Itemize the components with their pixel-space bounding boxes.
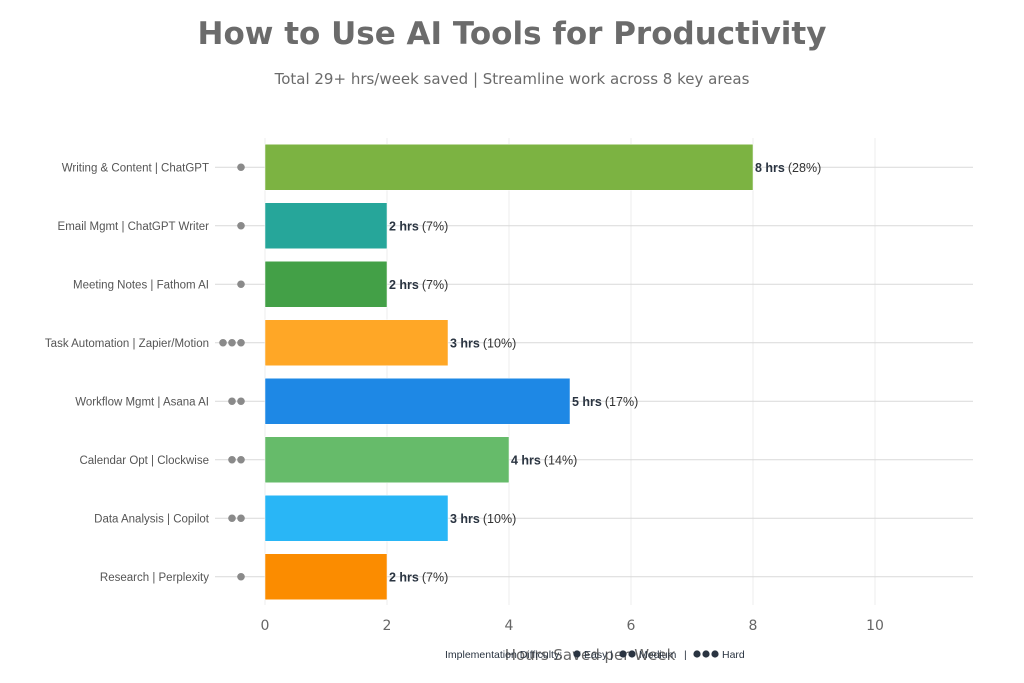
category-label: Task Automation | Zapier/Motion: [45, 338, 209, 350]
value-label: 5 hrs (17%): [572, 395, 638, 409]
value-percent: (7%): [422, 278, 448, 292]
value-label: 3 hrs (10%): [450, 512, 516, 526]
category-label: Calendar Opt | Clockwise: [79, 455, 209, 467]
category-label: Writing & Content | ChatGPT: [62, 162, 209, 174]
x-tick-label: 4: [505, 618, 514, 634]
difficulty-dot: [237, 455, 245, 464]
bar: [264, 319, 449, 366]
x-axis-label: Hours Saved per Week: [505, 646, 676, 664]
difficulty-dot: [237, 397, 245, 406]
value-hours: 3 hrs: [450, 512, 480, 526]
value-percent: (10%): [483, 512, 516, 526]
legend-dot: [702, 650, 710, 658]
value-hours: 5 hrs: [572, 395, 602, 409]
bar: [264, 495, 449, 542]
difficulty-dot: [237, 221, 245, 230]
difficulty-dot: [237, 163, 245, 172]
chart-subtitle: Total 29+ hrs/week saved | Streamline wo…: [274, 70, 750, 88]
bar: [264, 378, 571, 425]
category-label: Research | Perplexity: [100, 572, 209, 584]
value-label: 8 hrs (28%): [755, 161, 821, 175]
difficulty-dot: [237, 338, 245, 347]
legend-separator: |: [684, 649, 687, 661]
difficulty-dot: [228, 514, 236, 523]
difficulty-dot: [228, 397, 236, 406]
category-label: Meeting Notes | Fathom AI: [73, 279, 209, 291]
legend-item-hard: Hard: [722, 649, 745, 661]
chart-title: How to Use AI Tools for Productivity: [197, 16, 827, 52]
difficulty-dot: [237, 514, 245, 523]
value-percent: (14%): [544, 453, 577, 467]
value-label: 3 hrs (10%): [450, 336, 516, 350]
legend-dot: [711, 650, 719, 658]
bar: [264, 202, 388, 249]
value-hours: 3 hrs: [450, 336, 480, 350]
category-label: Data Analysis | Copilot: [94, 513, 210, 525]
value-hours: 4 hrs: [511, 453, 541, 467]
difficulty-dot: [237, 572, 245, 581]
category-label: Workflow Mgmt | Asana AI: [75, 396, 209, 408]
bar: [264, 553, 388, 600]
value-percent: (7%): [422, 570, 448, 584]
value-hours: 2 hrs: [389, 219, 419, 233]
difficulty-dot: [228, 455, 236, 464]
x-tick-label: 8: [749, 618, 758, 634]
x-tick-label: 0: [261, 618, 270, 634]
legend-dot: [628, 650, 636, 658]
category-label: Email Mgmt | ChatGPT Writer: [58, 221, 210, 233]
legend-title: Implementation Difficulty:: [445, 649, 562, 661]
legend-item-easy: Easy: [584, 649, 608, 661]
value-label: 2 hrs (7%): [389, 570, 448, 584]
legend-dot: [573, 650, 581, 658]
value-hours: 8 hrs: [755, 161, 785, 175]
x-tick-label: 10: [866, 618, 884, 634]
value-label: 4 hrs (14%): [511, 453, 577, 467]
legend-dot: [619, 650, 627, 658]
value-percent: (10%): [483, 336, 516, 350]
value-hours: 2 hrs: [389, 278, 419, 292]
value-percent: (7%): [422, 219, 448, 233]
value-label: 2 hrs (7%): [389, 219, 448, 233]
legend-dot: [693, 650, 701, 658]
x-tick-label: 6: [627, 618, 636, 634]
legend-item-medium: Medium: [639, 649, 677, 661]
value-label: 2 hrs (7%): [389, 278, 448, 292]
bar: [264, 436, 510, 483]
value-percent: (17%): [605, 395, 638, 409]
difficulty-dot: [228, 338, 236, 347]
value-hours: 2 hrs: [389, 570, 419, 584]
bar: [264, 144, 754, 191]
x-tick-label: 2: [383, 618, 392, 634]
difficulty-dot: [237, 280, 245, 289]
bar: [264, 261, 388, 308]
difficulty-dot: [219, 338, 227, 347]
value-percent: (28%): [788, 161, 821, 175]
legend-separator: |: [610, 649, 613, 661]
